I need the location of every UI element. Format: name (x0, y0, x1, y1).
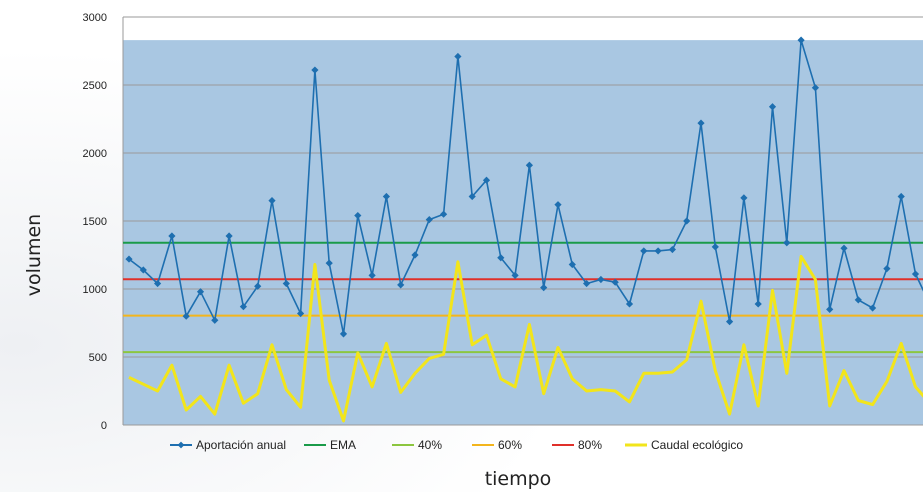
data-point-marker (454, 52, 462, 61)
data-point-marker (768, 103, 777, 111)
data-point-marker (668, 245, 676, 254)
data-point-marker (869, 304, 877, 312)
data-point-marker (826, 305, 834, 313)
y-tick-label: 2500 (83, 80, 107, 92)
data-point-marker (382, 192, 390, 201)
data-point-marker (711, 243, 719, 251)
data-point-marker (425, 216, 433, 224)
data-point-marker (797, 36, 805, 44)
data-point-marker (125, 255, 133, 263)
data-point-marker (168, 232, 176, 240)
data-point-marker (683, 217, 691, 225)
data-point-marker (783, 239, 791, 247)
data-point-marker (339, 330, 348, 338)
y-axis-title: volumen (23, 214, 45, 296)
data-point-marker (897, 192, 905, 201)
data-point-marker (726, 318, 734, 326)
data-point-marker (811, 84, 819, 92)
data-point-marker (583, 279, 591, 288)
data-point-marker (497, 254, 505, 262)
data-point-marker (239, 303, 247, 311)
y-tick-label: 500 (89, 352, 107, 364)
data-point-marker (254, 282, 262, 290)
legend: Aportación anual EMA 40% 60% 80% Caudal ecoló… (170, 438, 743, 452)
data-point-marker (740, 194, 748, 202)
data-point-marker (840, 244, 848, 252)
data-point-marker (568, 260, 576, 269)
data-point-marker (640, 247, 648, 255)
y-tick-label: 1500 (83, 216, 107, 228)
data-point-marker (196, 288, 205, 296)
legend-label-80: 80% (578, 438, 602, 452)
data-point-marker (482, 176, 491, 184)
y-tick-label: 0 (101, 420, 107, 432)
data-point-marker (911, 270, 920, 278)
data-point-marker (297, 309, 305, 318)
data-point-marker (268, 197, 276, 205)
plot-background-band (123, 40, 923, 426)
data-point-marker (697, 119, 705, 127)
data-point-marker (397, 281, 405, 289)
data-point-marker (411, 251, 419, 259)
data-point-marker (211, 316, 219, 324)
x-axis-title: tiempo (485, 468, 552, 490)
series-line-caudal-ecologico (128, 254, 923, 423)
data-point-marker (139, 266, 147, 274)
data-point-marker (883, 265, 891, 273)
data-point-marker (182, 312, 190, 320)
data-point-marker (225, 232, 233, 240)
y-tick-label: 2000 (83, 148, 107, 160)
data-point-marker (625, 300, 634, 308)
data-point-marker (854, 296, 862, 304)
series-line-aportacion-anual (128, 39, 923, 335)
data-point-marker (525, 161, 533, 169)
data-point-marker (540, 284, 548, 292)
series-lines (125, 36, 923, 423)
y-tick-label: 1000 (83, 284, 107, 296)
data-point-marker (554, 201, 562, 209)
y-tick-label: 3000 (83, 12, 107, 24)
data-point-marker (282, 279, 290, 288)
data-point-marker (754, 300, 762, 308)
data-point-marker (611, 278, 619, 286)
legend-label-aportaci-n-anual: Aportación anual (196, 438, 286, 452)
data-point-marker (440, 210, 448, 218)
data-point-marker (325, 259, 333, 267)
data-point-marker (354, 211, 362, 220)
data-point-marker (511, 271, 519, 279)
legend-label-ema: EMA (330, 438, 356, 452)
legend-label-caudal-ecol-gico: Caudal ecológico (651, 438, 743, 452)
data-point-marker (597, 275, 605, 284)
y-tick-labels: 0 500 1000 1500 2000 2500 3000 (83, 12, 107, 432)
legend-marker-aportaci-n-anual (177, 441, 185, 449)
data-point-marker (154, 279, 162, 288)
data-point-marker (368, 271, 376, 279)
legend-label-40: 40% (418, 438, 442, 452)
data-point-marker (654, 247, 662, 255)
data-point-marker (468, 192, 476, 201)
data-point-marker (311, 66, 319, 74)
legend-label-60: 60% (498, 438, 522, 452)
